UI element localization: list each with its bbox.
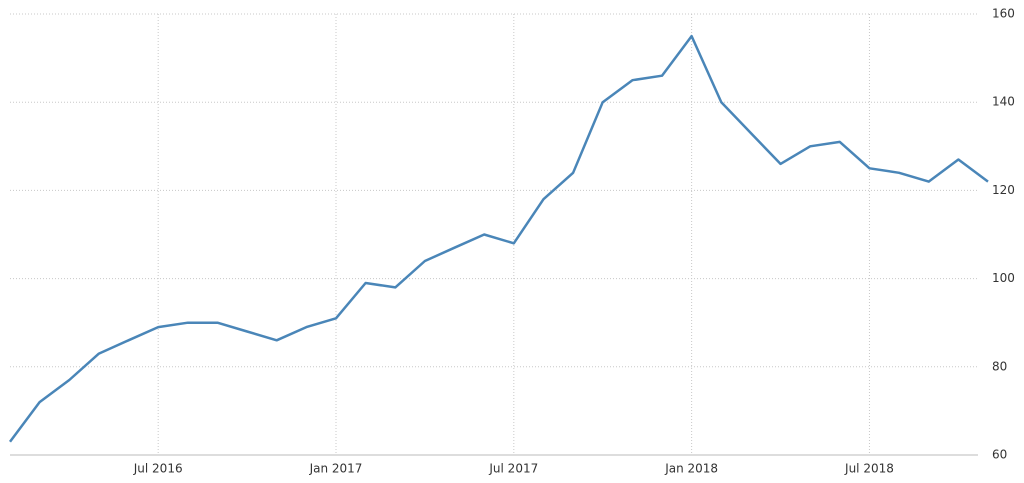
y-tick-label: 60 (992, 448, 1007, 462)
y-tick-label: 100 (992, 271, 1015, 285)
x-tick-label: Jul 2018 (844, 462, 894, 476)
x-tick-label: Jul 2017 (488, 462, 538, 476)
y-tick-label: 120 (992, 183, 1015, 197)
y-tick-label: 160 (992, 7, 1015, 21)
y-tick-label: 140 (992, 95, 1015, 109)
x-tick-label: Jan 2018 (664, 462, 718, 476)
x-tick-label: Jan 2017 (309, 462, 363, 476)
line-series (8, 34, 989, 443)
y-tick-label: 80 (992, 359, 1007, 373)
x-tick-label: Jul 2016 (133, 462, 183, 476)
